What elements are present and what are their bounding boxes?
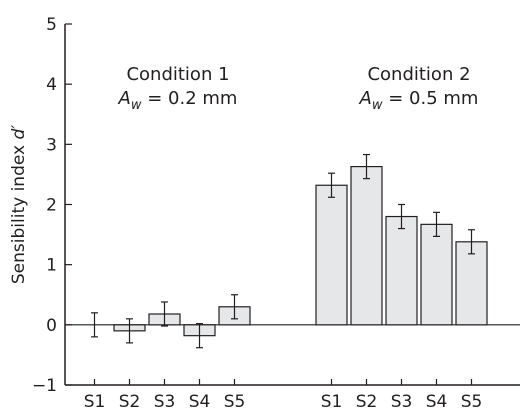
y-tick-label: 2 — [46, 196, 57, 216]
x-tick-label: S2 — [356, 392, 378, 412]
condition-parameter: Aw = 0.2 mm — [118, 88, 238, 113]
x-tick-label: S1 — [84, 392, 106, 412]
bar — [385, 215, 418, 326]
y-tick-label: −1 — [32, 376, 57, 396]
x-tick-label: S1 — [321, 392, 343, 412]
y-tick-label: 0 — [46, 316, 57, 336]
x-tick-label: S3 — [391, 392, 413, 412]
bar — [455, 241, 488, 326]
x-tick-label: S2 — [119, 392, 141, 412]
x-tick-label: S4 — [189, 392, 211, 412]
bar — [350, 165, 383, 326]
x-tick-label: S4 — [426, 392, 448, 412]
y-tick-label: 3 — [46, 135, 57, 155]
bar — [420, 223, 453, 326]
x-tick-label: S5 — [224, 392, 246, 412]
condition-title: Condition 2 — [367, 64, 470, 85]
y-tick-label: 5 — [46, 15, 57, 35]
x-tick-label: S3 — [154, 392, 176, 412]
y-tick-label: 1 — [46, 256, 57, 276]
y-axis-title: Sensibility index d′ — [9, 125, 29, 284]
condition-title: Condition 1 — [126, 64, 229, 85]
condition-parameter: Aw = 0.5 mm — [359, 88, 479, 113]
bar — [315, 184, 348, 326]
y-tick-label: 4 — [46, 75, 57, 95]
x-tick-label: S5 — [461, 392, 483, 412]
